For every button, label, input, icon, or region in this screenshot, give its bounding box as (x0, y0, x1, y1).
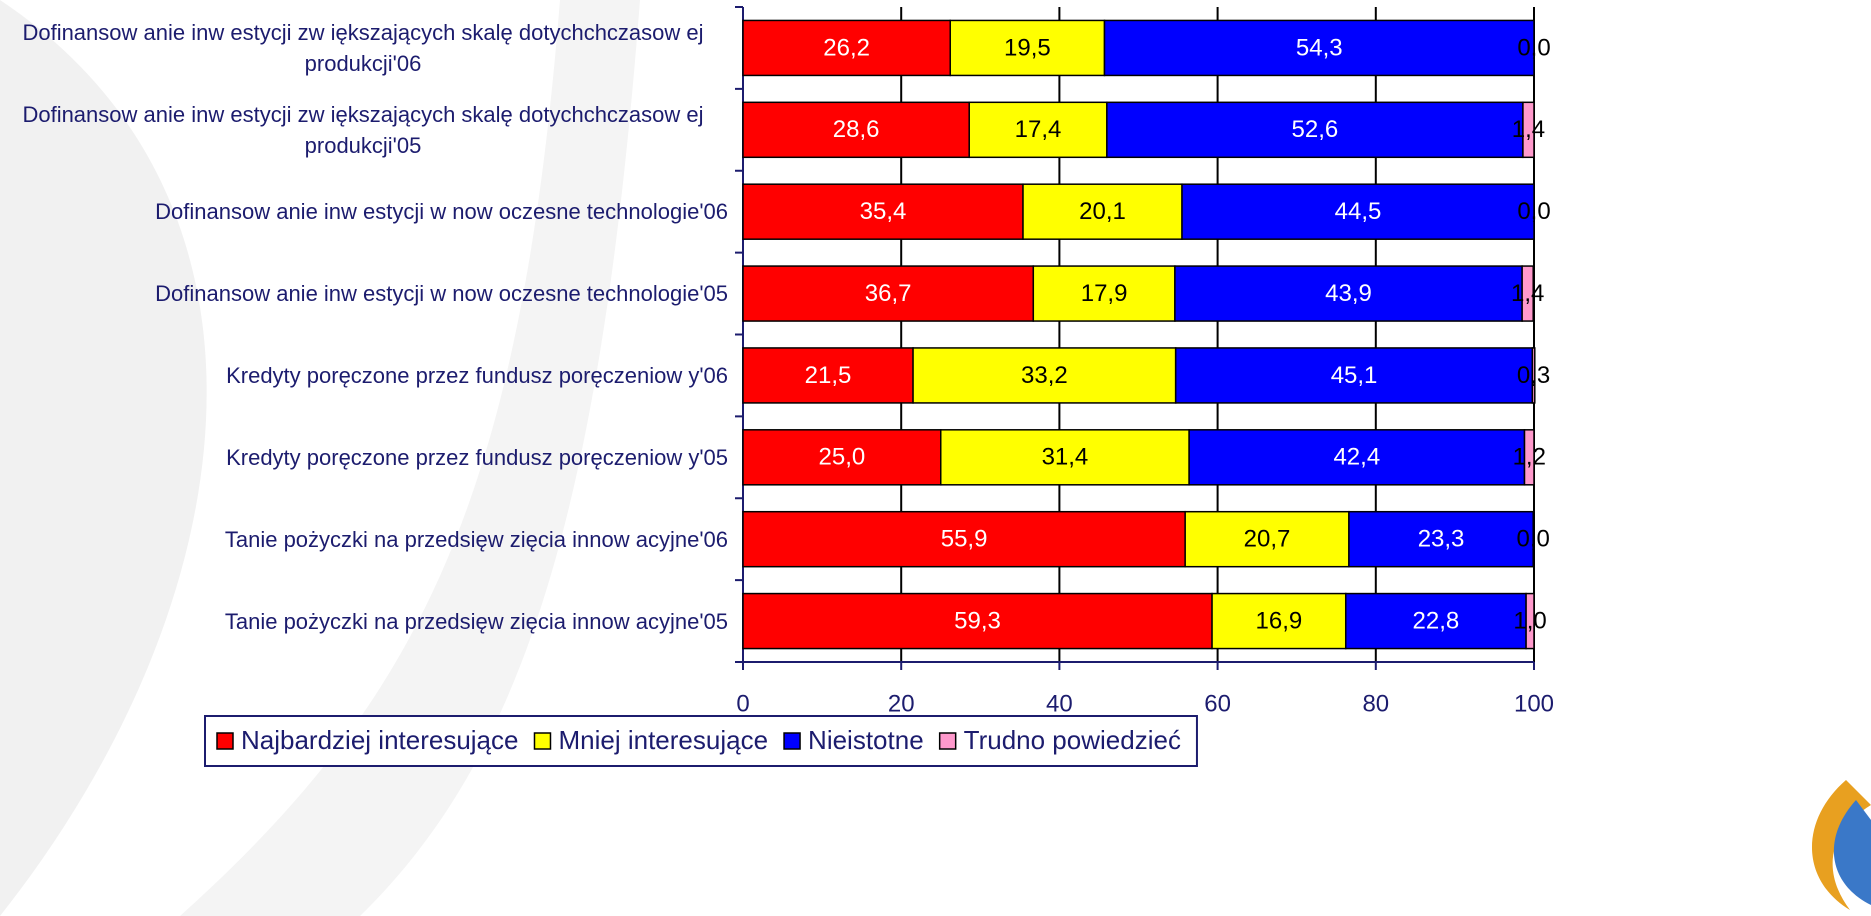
bar-segment (742, 101, 970, 159)
data-label: 31,4 (1042, 444, 1089, 471)
x-tick-label: 40 (1046, 690, 1073, 717)
legend-box (204, 715, 1198, 767)
data-label: 23,3 (1418, 526, 1465, 553)
bar-segment (742, 265, 1035, 322)
data-label: 17,9 (1081, 280, 1128, 307)
bar-segment (742, 347, 914, 404)
bar-segment (1523, 429, 1535, 486)
data-label: 44,5 (1335, 198, 1382, 225)
x-tick-label: 100 (1514, 690, 1554, 717)
legend-label: Nieistotne (808, 725, 924, 755)
y-tick-label-text: Kredyty poręczone przez fundusz poręczen… (226, 362, 728, 388)
legend-swatch (533, 732, 552, 750)
y-tick-label: Kredyty poręczone przez fundusz poręczen… (0, 442, 728, 473)
y-tick-label-text: Tanie pożyczki na przedsięw zięcia innow… (224, 526, 728, 552)
data-label: 25,0 (819, 444, 866, 471)
data-label: 0,3 (1517, 362, 1550, 389)
bar-segment (1344, 592, 1527, 650)
bar-segment (742, 429, 942, 486)
data-label: 35,4 (860, 198, 907, 225)
legend-label: Najbardziej interesujące (241, 725, 518, 755)
data-label: 59,3 (954, 607, 1001, 634)
data-label: 17,4 (1015, 116, 1062, 143)
bar-segment (742, 510, 1186, 568)
data-label: 20,7 (1244, 526, 1291, 553)
y-tick-label: Dofinansow anie inw estycji w now oczesn… (0, 196, 728, 227)
y-tick-label: Dofinansow anie inw estycji zw iększając… (0, 99, 728, 161)
legend: Najbardziej interesujące Mniej interesują… (204, 715, 1198, 767)
data-label: 21,5 (805, 362, 852, 389)
data-label: 1,2 (1513, 444, 1546, 471)
data-label: 0,0 (1517, 526, 1550, 553)
y-tick-label: Dofinansow anie inw estycji zw iększając… (0, 17, 728, 79)
y-tick-label-text: Kredyty poręczone przez fundusz poręczen… (226, 444, 728, 470)
bar-segment (1521, 265, 1534, 322)
bar-segment (940, 429, 1190, 486)
legend-label: Trudno powiedzieć (964, 725, 1181, 755)
bar-segment (1348, 510, 1534, 568)
data-label: 1,4 (1511, 280, 1544, 307)
data-label: 33,2 (1021, 362, 1068, 389)
data-label: 0,0 (1517, 34, 1550, 61)
data-label: 43,9 (1325, 280, 1372, 307)
bar-segment (1211, 592, 1347, 650)
y-tick-label-text: Dofinansow anie inw estycji w now oczesn… (155, 199, 728, 225)
y-tick-label-text: Dofinansow anie inw estycji zw iększając… (22, 19, 704, 76)
y-tick-label: Tanie pożyczki na przedsięw zięcia innow… (0, 606, 728, 637)
y-tick-label: Tanie pożyczki na przedsięw zięcia innow… (0, 524, 728, 555)
data-label: 0,0 (1517, 198, 1550, 225)
legend-swatch (783, 732, 801, 750)
bar-segment (912, 347, 1177, 404)
legend-swatch (216, 732, 234, 750)
data-label: 19,5 (1004, 34, 1051, 61)
data-label: 55,9 (941, 526, 988, 553)
y-tick-label-text: Dofinansow anie inw estycji zw iększając… (22, 101, 704, 158)
y-tick-label-text: Dofinansow anie inw estycji w now oczesn… (155, 281, 728, 307)
data-label: 52,6 (1292, 116, 1339, 143)
data-label: 16,9 (1256, 607, 1303, 634)
x-tick-label: 20 (888, 690, 915, 717)
data-label: 20,1 (1079, 198, 1126, 225)
legend-label: Mniej interesujące (558, 725, 768, 755)
data-label: 28,6 (833, 116, 880, 143)
bar-segment (1174, 265, 1523, 322)
data-label: 36,7 (865, 280, 912, 307)
bar-segment (1022, 183, 1183, 240)
data-label: 45,1 (1331, 362, 1378, 389)
legend-swatch (938, 732, 957, 750)
y-tick-label: Kredyty poręczone przez fundusz poręczen… (0, 360, 728, 391)
data-label: 42,4 (1333, 444, 1380, 471)
bar-segment (1531, 347, 1536, 404)
y-tick-label: Dofinansow anie inw estycji w now oczesn… (0, 278, 728, 309)
bar-segment (1103, 19, 1535, 77)
x-tick-label: 60 (1204, 690, 1231, 717)
logo (1833, 800, 1871, 905)
data-label: 54,3 (1296, 34, 1343, 61)
bar-segment (1525, 592, 1535, 650)
bar-segment (1184, 510, 1350, 568)
bar-segment (1032, 265, 1176, 322)
bar-segment (742, 592, 1213, 650)
data-label: 1,4 (1512, 116, 1545, 143)
bar-segment (1106, 101, 1524, 159)
bar-segment (742, 19, 951, 77)
data-label: 26,2 (823, 34, 870, 61)
x-tick-label: 80 (1362, 690, 1389, 717)
data-label: 1,0 (1513, 607, 1546, 634)
background-swoosh (0, 0, 207, 916)
bar-segment (1181, 183, 1535, 240)
x-tick-label: 0 (736, 690, 749, 717)
bar-segment (1522, 101, 1535, 159)
y-tick-label-text: Tanie pożyczki na przedsięw zięcia innow… (224, 608, 728, 634)
bar-segment (949, 19, 1106, 77)
data-label: 22,8 (1413, 607, 1460, 634)
